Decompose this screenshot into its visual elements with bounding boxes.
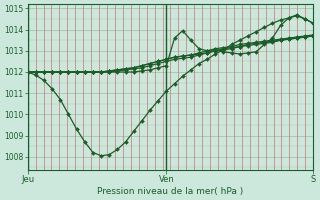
X-axis label: Pression niveau de la mer( hPa ): Pression niveau de la mer( hPa ) — [97, 187, 244, 196]
